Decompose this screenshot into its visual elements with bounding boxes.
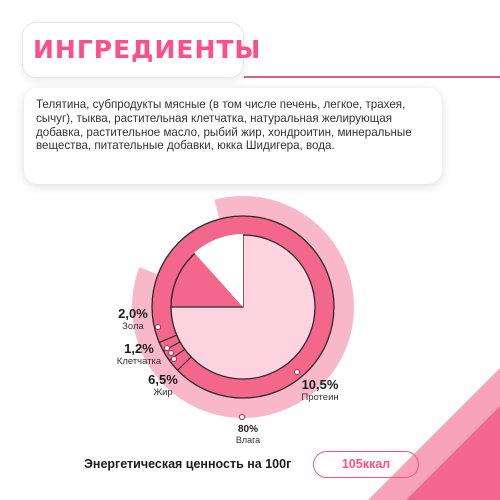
segment-divider — [177, 356, 192, 371]
ash-marker — [154, 323, 162, 331]
nutrient-name: Клетчатка — [116, 356, 162, 367]
nutrient-value: 80% — [237, 424, 258, 435]
title-underline — [244, 76, 500, 78]
nutrient-label-protein: 10,5% Протеин — [292, 377, 348, 404]
segment-divider — [159, 334, 177, 344]
nutrient-name: Зола — [122, 321, 144, 332]
nutrient-value: 6,5% — [148, 372, 178, 387]
nutrient-name: Жир — [153, 387, 173, 398]
moisture-marker — [238, 413, 246, 421]
title-frame — [22, 22, 244, 78]
nutrient-value: 2,0% — [118, 306, 148, 321]
nutrient-label-fiber: 1,2% Клетчатка — [110, 341, 168, 368]
fat-marker — [170, 355, 178, 363]
nutrient-label-moisture: 80% Влага — [228, 424, 268, 446]
energy-label: Энергетическая ценность на 100г — [84, 457, 292, 471]
protein-marker — [293, 368, 301, 376]
fiber-marker-2 — [167, 349, 175, 357]
nutrient-name: Влага — [235, 435, 261, 445]
nutrient-value: 10,5% — [301, 377, 339, 392]
nutrient-label-ash: 2,0% Зола — [108, 306, 158, 333]
inner-notch — [194, 234, 243, 307]
energy-value: 105ккал — [341, 457, 391, 471]
ingredients-text: Телятина, субпродукты мясные (в том числ… — [36, 98, 412, 153]
ingredients-card: Телятина, субпродукты мясные (в том числ… — [24, 88, 442, 184]
fiber-marker — [163, 344, 171, 352]
nutrient-name: Протеин — [301, 392, 339, 403]
page-title: ИНГРЕДИЕНТЫ — [33, 35, 262, 64]
nutrient-label-fat: 6,5% Жир — [138, 372, 188, 399]
corner-decoration — [368, 368, 500, 500]
nutrient-value: 1,2% — [124, 341, 154, 356]
energy-value-badge: 105ккал — [313, 451, 419, 478]
